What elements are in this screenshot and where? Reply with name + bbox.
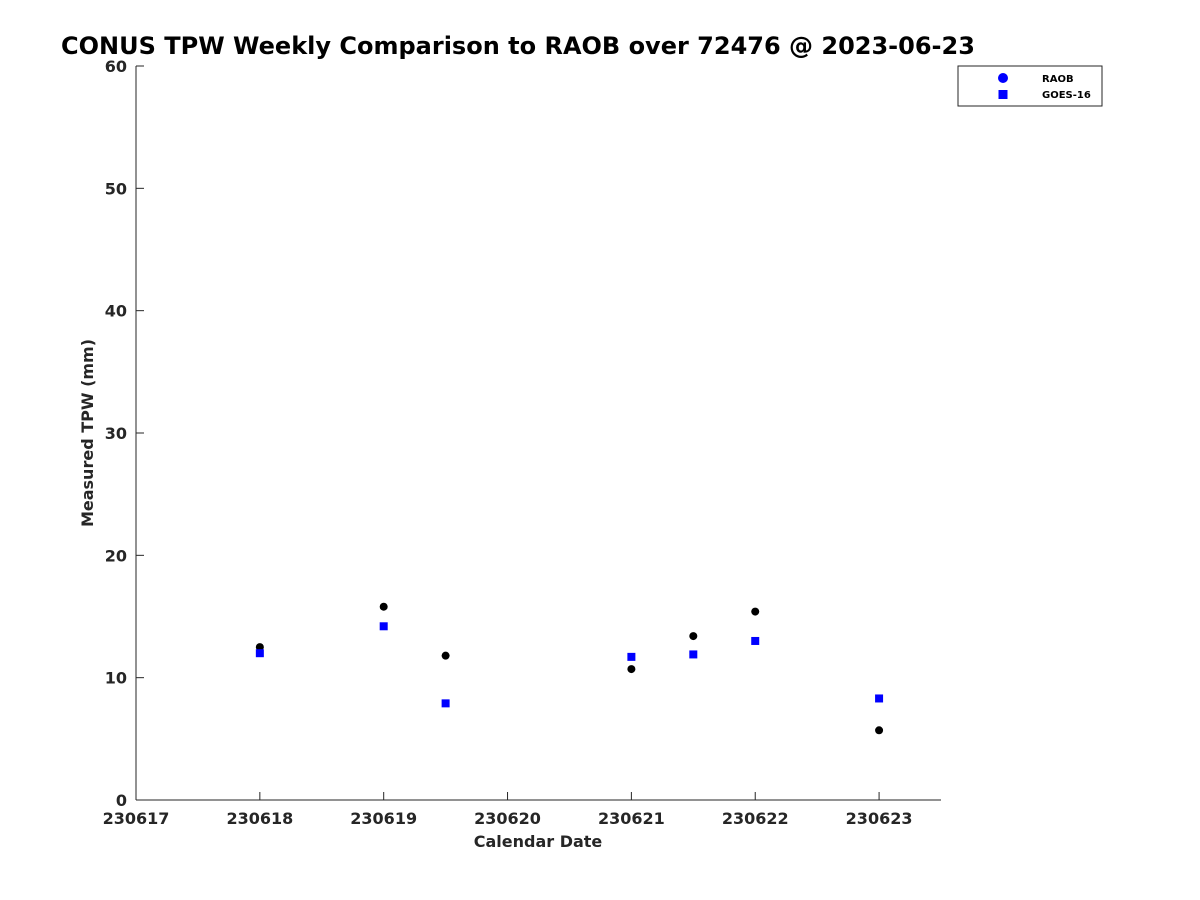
x-tick-label: 230620 — [474, 809, 541, 828]
legend-goes-marker — [998, 90, 1008, 99]
point-goes-16 — [689, 650, 698, 659]
y-tick-label: 50 — [105, 179, 127, 198]
y-tick-label: 20 — [105, 546, 127, 565]
point-raob — [255, 643, 264, 652]
y-tick-label: 40 — [105, 302, 127, 321]
point-goes-16 — [627, 652, 636, 661]
point-goes-16 — [751, 636, 760, 645]
point-raob — [627, 665, 636, 674]
legend-raob-label: RAOB — [1042, 74, 1074, 85]
x-tick-label: 230618 — [226, 809, 293, 828]
point-raob — [751, 607, 760, 616]
point-goes-16 — [379, 622, 388, 631]
y-tick-label: 30 — [105, 424, 127, 443]
legend-box — [957, 65, 1103, 107]
y-tick-label: 10 — [105, 669, 127, 688]
axes — [135, 66, 941, 801]
point-raob — [379, 602, 388, 611]
x-ticks: 230617 230618 230619 230620 230621 230622 2306… — [103, 792, 913, 828]
point-raob — [875, 726, 884, 735]
x-tick-label: 230617 — [103, 809, 170, 828]
point-goes-16 — [875, 694, 884, 703]
y-ticks: 0 10 20 30 40 50 60 — [105, 57, 144, 810]
point-raob — [689, 632, 698, 641]
x-tick-label: 230623 — [846, 809, 913, 828]
y-tick-label: 60 — [105, 57, 127, 76]
legend-raob-marker — [998, 73, 1008, 83]
series-layer — [255, 602, 884, 735]
x-tick-label: 230621 — [598, 809, 665, 828]
point-goes-16 — [255, 649, 264, 658]
legend-goes-label: GOES-16 — [1042, 90, 1091, 101]
point-raob — [441, 651, 450, 660]
chart-title: CONUS TPW Weekly Comparison to RAOB over… — [61, 32, 975, 60]
x-tick-label: 230622 — [722, 809, 789, 828]
legend: RAOB GOES-16 — [957, 65, 1103, 107]
point-goes-16 — [441, 699, 450, 708]
y-tick-label: 0 — [116, 791, 127, 810]
x-tick-label: 230619 — [350, 809, 417, 828]
x-axis-label: Calendar Date — [474, 832, 603, 851]
y-axis-label: Measured TPW (mm) — [78, 339, 97, 527]
